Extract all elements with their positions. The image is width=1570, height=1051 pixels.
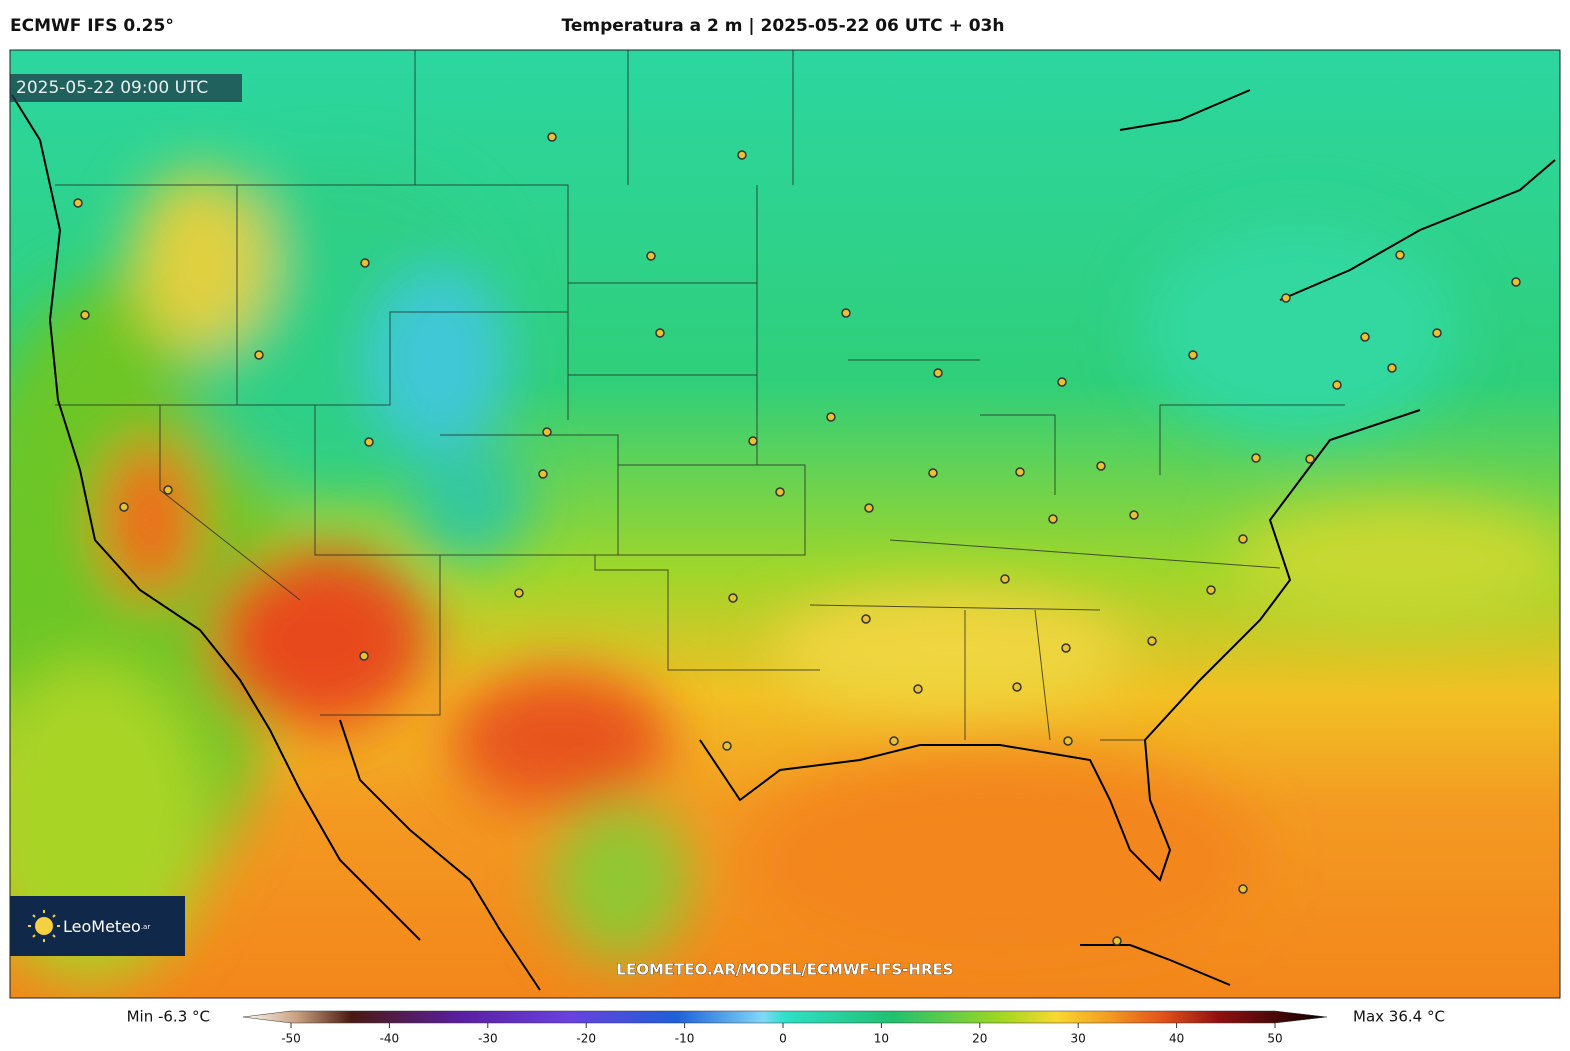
logo-suffix: .ar <box>141 923 151 931</box>
colorbar-tick-label: -20 <box>576 1032 596 1046</box>
logo-text: LeoMeteo.ar <box>63 917 150 936</box>
colorbar-tick-label: 50 <box>1267 1032 1282 1046</box>
station-markers <box>73 132 1521 946</box>
map-frame <box>9 49 1561 999</box>
min-label: Min -6.3 °C <box>127 1008 210 1026</box>
logo-name: LeoMeteo <box>63 917 141 936</box>
colorbar-tick-label: -10 <box>675 1032 695 1046</box>
colorbar-tick-label: 0 <box>779 1032 787 1046</box>
colorbar-tick-label: 20 <box>972 1032 987 1046</box>
watermark: LEOMETEO.AR/MODEL/ECMWF-IFS-HRES <box>616 961 953 979</box>
map-title: Temperatura a 2 m | 2025-05-22 06 UTC + … <box>562 16 1005 36</box>
colorbar-tick-label: 10 <box>874 1032 889 1046</box>
colorbar-tick-label: -30 <box>478 1032 498 1046</box>
colorbar-tick-label: 40 <box>1169 1032 1184 1046</box>
model-name: ECMWF IFS 0.25° <box>10 16 174 36</box>
valid-time: 2025-05-22 09:00 UTC <box>16 78 208 98</box>
max-label: Max 36.4 °C <box>1353 1008 1445 1026</box>
colorbar-tick-label: -40 <box>380 1032 400 1046</box>
logo: LeoMeteo.ar <box>10 896 185 956</box>
colorbar-tick-label: -50 <box>281 1032 301 1046</box>
colorbar: Min -6.3 °C Max 36.4 °C -50 -40 -30 -20 -10 0… <box>127 1008 1445 1046</box>
map: 2025-05-22 09:00 UTC LEOMETEO.AR/MODEL/E… <box>10 50 1560 998</box>
colorbar-tick-label: 30 <box>1071 1032 1086 1046</box>
